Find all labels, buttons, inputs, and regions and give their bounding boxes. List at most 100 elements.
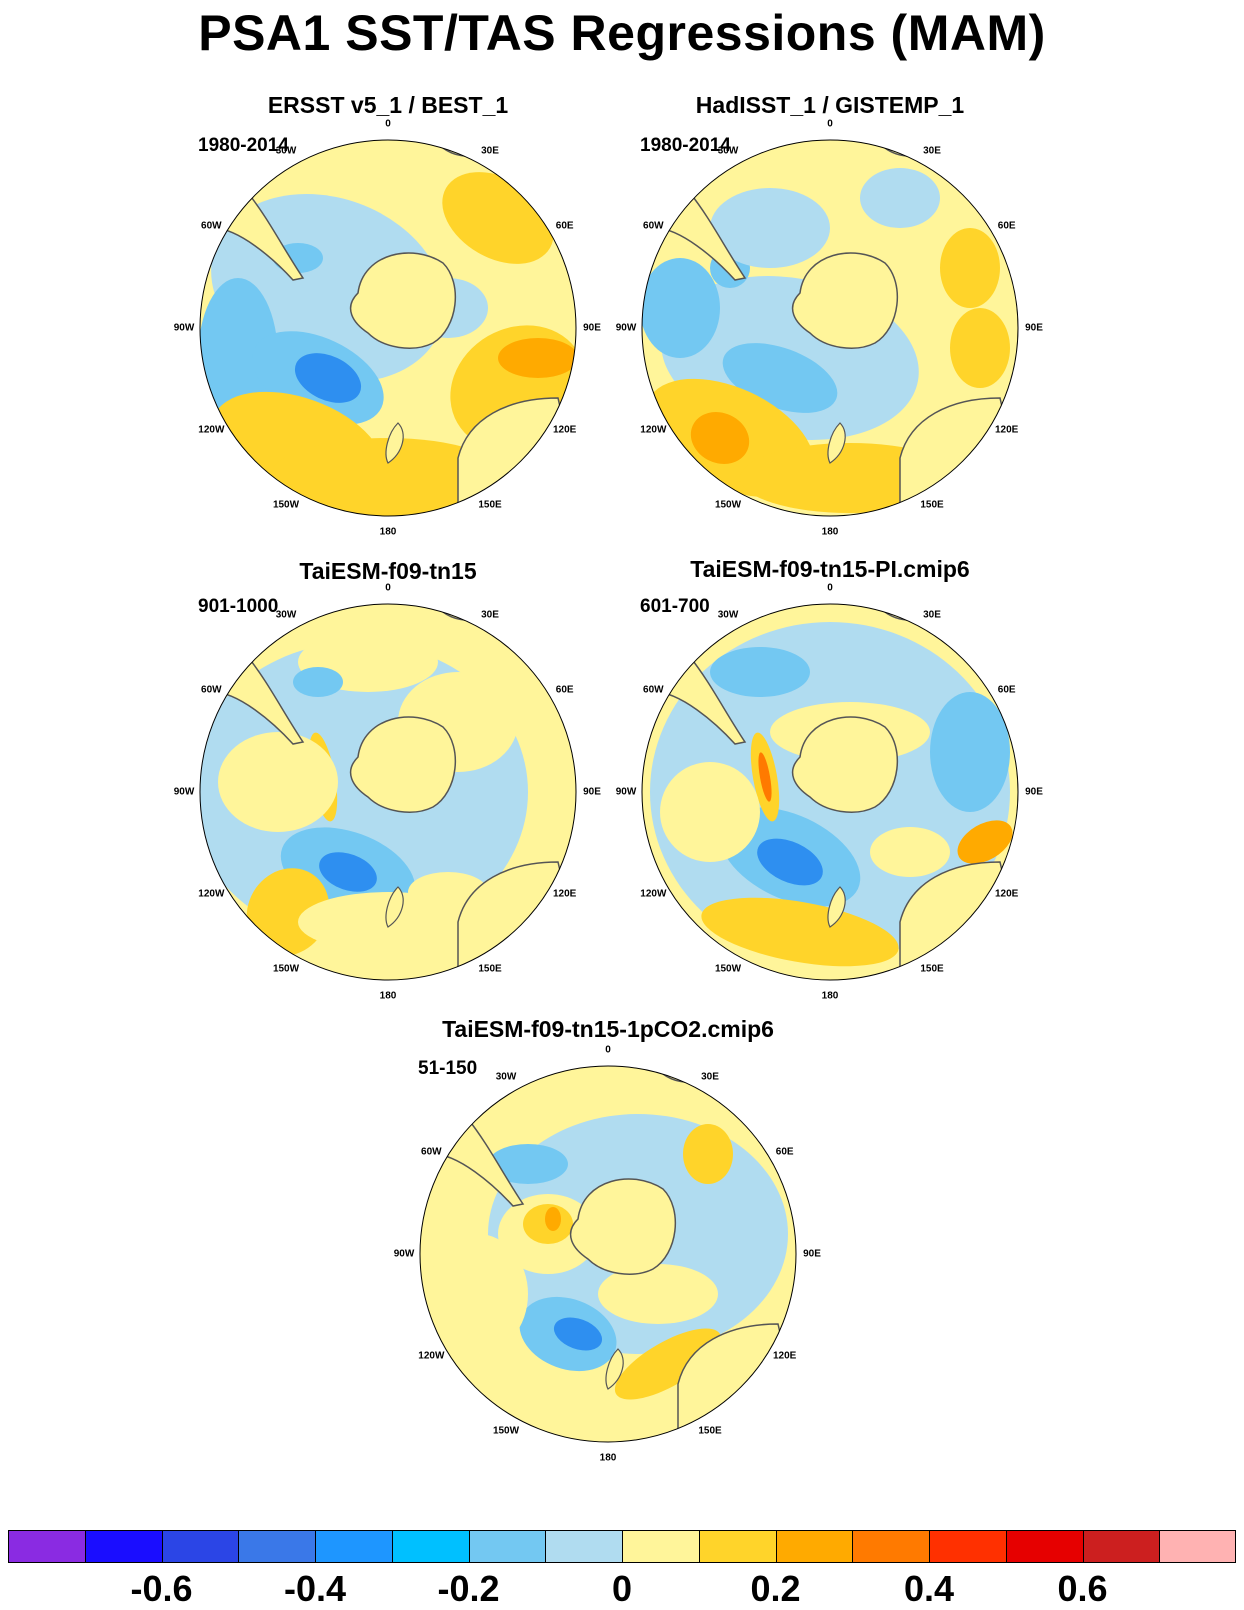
longitude-label: 180 bbox=[821, 526, 839, 538]
longitude-label: 60W bbox=[201, 220, 222, 232]
longitude-label: 120W bbox=[640, 888, 667, 900]
anomaly-region bbox=[758, 752, 772, 802]
colorbar-box bbox=[1159, 1530, 1236, 1563]
anomaly-region bbox=[545, 1207, 561, 1231]
panel-title: TaiESM-f09-tn15-1pCO2.cmip6 bbox=[442, 1016, 774, 1042]
longitude-label: 60W bbox=[421, 1146, 442, 1158]
antarctica-landmass bbox=[791, 716, 898, 813]
anomaly-region bbox=[293, 667, 343, 697]
period-label: 1980-2014 bbox=[640, 135, 731, 156]
colorbar-box bbox=[1082, 1530, 1160, 1563]
longitude-label: 0 bbox=[827, 582, 833, 594]
colorbar-label: -0.4 bbox=[283, 1568, 347, 1609]
anomaly-region bbox=[701, 897, 899, 967]
antarctica-landmass bbox=[349, 252, 456, 349]
anomaly-region bbox=[930, 692, 1010, 812]
colorbar-box bbox=[1005, 1530, 1083, 1563]
longitude-label: 180 bbox=[599, 1452, 617, 1464]
longitude-label: 30E bbox=[481, 145, 499, 157]
colorbar-label: 0 bbox=[611, 1568, 633, 1609]
colorbar-box bbox=[238, 1530, 315, 1563]
longitude-label: 60E bbox=[997, 220, 1016, 232]
longitude-label: 120E bbox=[994, 424, 1019, 436]
colorbar bbox=[8, 1530, 1236, 1563]
antarctica-landmass bbox=[569, 1178, 676, 1275]
longitude-label: 30E bbox=[701, 1071, 719, 1083]
longitude-label: 60E bbox=[555, 684, 574, 696]
longitude-label: 120E bbox=[552, 888, 577, 900]
longitude-label: 90E bbox=[1025, 322, 1043, 334]
longitude-label: 150E bbox=[478, 499, 502, 511]
new-zealand-landmass bbox=[827, 422, 846, 464]
colorbar-box bbox=[161, 1530, 239, 1563]
map-border bbox=[641, 139, 1019, 517]
longitude-label: 150W bbox=[272, 499, 300, 511]
anomaly-region bbox=[710, 188, 830, 268]
anomaly-region bbox=[319, 852, 377, 892]
panel-title: ERSST v5_1 / BEST_1 bbox=[267, 92, 509, 118]
longitude-label: 150E bbox=[920, 963, 944, 975]
colorbar-box bbox=[545, 1530, 622, 1563]
colorbar-label: -0.6 bbox=[130, 1568, 193, 1609]
longitude-label: 90W bbox=[615, 786, 637, 798]
colorbar-label: 0.2 bbox=[750, 1568, 801, 1609]
new-zealand-landmass bbox=[385, 422, 404, 464]
longitude-label: 150W bbox=[714, 963, 742, 975]
colorbar-box bbox=[775, 1530, 853, 1563]
longitude-label: 150E bbox=[698, 1425, 722, 1437]
anomaly-region bbox=[614, 1328, 722, 1400]
longitude-label: 150E bbox=[920, 499, 944, 511]
longitude-label: 60E bbox=[997, 684, 1016, 696]
longitude-label: 30W bbox=[275, 145, 297, 157]
new-zealand-landmass bbox=[385, 886, 404, 928]
anomaly-region bbox=[940, 228, 1000, 308]
period-label: 51-150 bbox=[418, 1058, 478, 1079]
anomaly-region bbox=[710, 647, 810, 697]
longitude-label: 90W bbox=[393, 1248, 415, 1260]
anomaly-region bbox=[683, 1124, 733, 1184]
polar-map bbox=[419, 1065, 797, 1443]
antarctica-landmass bbox=[349, 716, 456, 813]
longitude-label: 90W bbox=[173, 786, 195, 798]
longitude-label: 60E bbox=[555, 220, 574, 232]
anomaly-region bbox=[598, 1264, 718, 1324]
longitude-label: 120E bbox=[552, 424, 577, 436]
map-border bbox=[199, 603, 577, 981]
colorbar-box bbox=[391, 1530, 469, 1563]
longitude-label: 120W bbox=[418, 1350, 445, 1362]
longitude-label: 60W bbox=[201, 684, 222, 696]
colorbar-box bbox=[852, 1530, 929, 1563]
anomaly-region bbox=[870, 827, 950, 877]
colorbar-box bbox=[84, 1530, 162, 1563]
longitude-label: 150W bbox=[492, 1425, 520, 1437]
longitude-label: 90E bbox=[583, 786, 601, 798]
longitude-label: 180 bbox=[379, 990, 397, 1002]
longitude-label: 150W bbox=[272, 963, 300, 975]
longitude-label: 180 bbox=[379, 526, 397, 538]
period-label: 901-1000 bbox=[198, 596, 279, 617]
longitude-label: 150W bbox=[714, 499, 742, 511]
longitude-label: 60E bbox=[775, 1146, 794, 1158]
polar-map bbox=[199, 603, 577, 981]
colorbar-box bbox=[698, 1530, 776, 1563]
longitude-label: 90E bbox=[803, 1248, 821, 1260]
colorbar-box bbox=[315, 1530, 392, 1563]
longitude-label: 90W bbox=[173, 322, 195, 334]
longitude-label: 0 bbox=[827, 118, 833, 130]
anomaly-region bbox=[218, 732, 338, 832]
colorbar-box bbox=[929, 1530, 1006, 1563]
colorbar-box bbox=[468, 1530, 546, 1563]
panel-title: HadISST_1 / GISTEMP_1 bbox=[695, 92, 965, 118]
period-label: 601-700 bbox=[640, 596, 710, 617]
colorbar-label: 0.6 bbox=[1057, 1568, 1108, 1609]
longitude-label: 0 bbox=[605, 1044, 611, 1056]
longitude-label: 30E bbox=[923, 145, 941, 157]
map-border bbox=[199, 139, 577, 517]
new-zealand-landmass bbox=[827, 886, 846, 928]
anomaly-region bbox=[553, 1317, 603, 1351]
polar-map bbox=[199, 139, 577, 517]
anomaly-region bbox=[498, 338, 576, 378]
panel-title: TaiESM-f09-tn15 bbox=[299, 558, 477, 584]
polar-map bbox=[641, 139, 1019, 517]
anomaly-region bbox=[690, 412, 750, 464]
